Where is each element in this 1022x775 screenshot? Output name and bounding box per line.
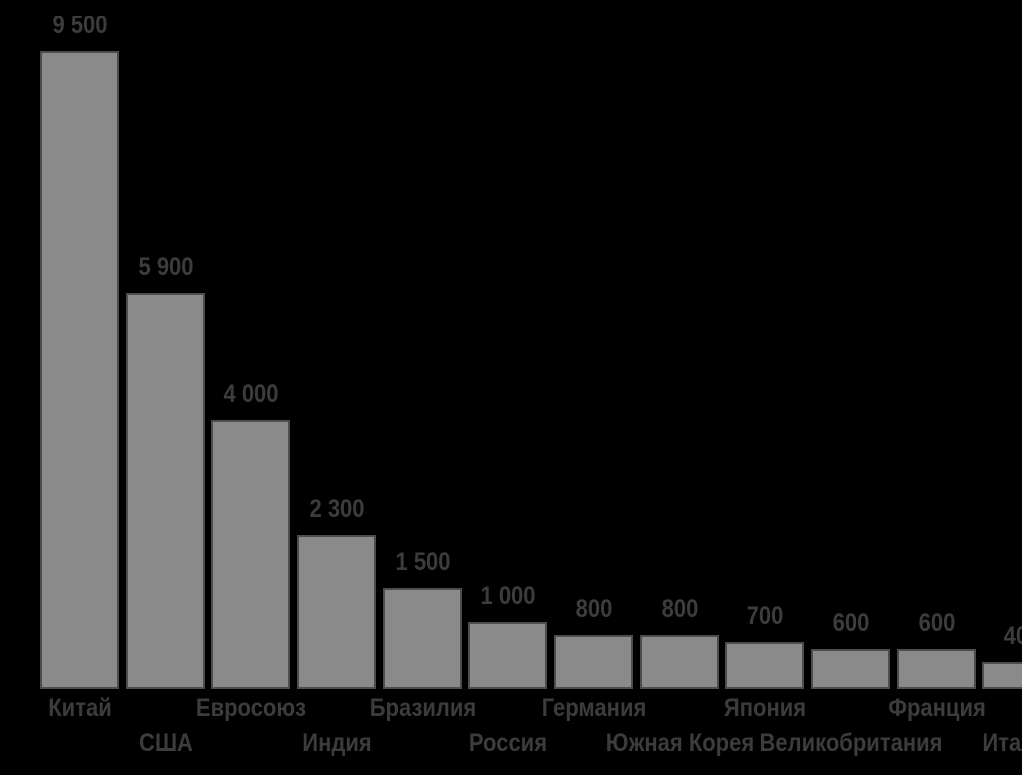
bar-category-label: Великобритания: [758, 729, 942, 757]
bar-value-label: 5 900: [137, 253, 194, 281]
bar-value-label: 1 500: [394, 548, 451, 576]
bar-category-label: Япония: [723, 694, 806, 722]
bar: [982, 662, 1022, 689]
bar: [897, 649, 976, 689]
bar: [211, 420, 290, 689]
bar-value-label: 700: [746, 602, 783, 630]
bar-category-label: США: [138, 729, 193, 757]
bar: [811, 649, 890, 689]
bar-chart: 9 500 Китай 5 900 США 4 000 Евросоюз 2 300 Инди…: [40, 16, 1022, 759]
bar-category-label: Италия: [981, 729, 1022, 757]
bar: [640, 635, 719, 689]
bar-category-label: Бразилия: [369, 694, 476, 722]
bar-category-label: Германия: [541, 694, 646, 722]
bar: [126, 293, 205, 689]
bar: [468, 622, 547, 689]
bar-value-label: 1 000: [479, 582, 536, 610]
bar-value-label: 800: [575, 595, 612, 623]
bar-value-label: 4 000: [222, 380, 279, 408]
bar-category-label: Россия: [468, 729, 547, 757]
bar: [297, 535, 376, 689]
bar: [554, 635, 633, 689]
bar: [383, 588, 462, 689]
bar: [40, 51, 119, 689]
bar-value-label: 2 300: [308, 495, 365, 523]
bar-value-label: 600: [918, 609, 955, 637]
bar-category-label: Китай: [47, 694, 112, 722]
bar-category-label: Евросоюз: [195, 694, 306, 722]
bar-category-label: Франция: [887, 694, 986, 722]
bar-category-label: Южная Корея: [605, 729, 754, 757]
bar-value-label: 600: [832, 609, 869, 637]
bar-value-label: 800: [661, 595, 698, 623]
bar-category-label: Индия: [301, 729, 372, 757]
bar-value-label: 9 500: [51, 16, 108, 39]
bar: [725, 642, 804, 689]
bar-value-label: 400: [1003, 622, 1022, 650]
